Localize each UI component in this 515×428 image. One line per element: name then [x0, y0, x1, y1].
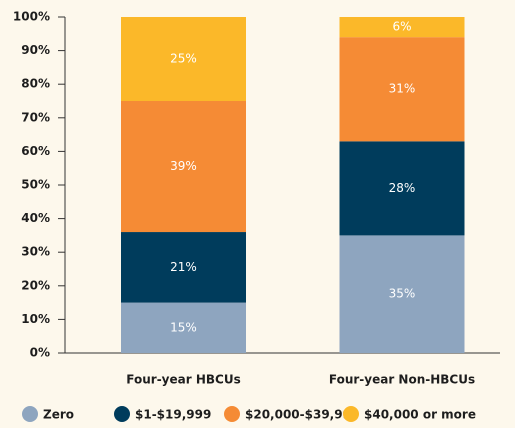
bar-segment — [121, 232, 246, 303]
legend-swatch — [22, 406, 38, 422]
legend-label: $1-$19,999 — [135, 408, 211, 422]
y-tick-label: 70% — [21, 110, 50, 124]
data-label: 25% — [170, 52, 197, 66]
legend-swatch — [114, 406, 130, 422]
legend-swatch — [224, 406, 240, 422]
bar-segment — [339, 141, 465, 236]
bar-segment — [121, 101, 246, 233]
data-label: 21% — [170, 260, 197, 274]
legend-label: $20,000-$39,999 — [245, 408, 359, 422]
y-tick-label: 20% — [21, 278, 50, 292]
y-tick-label: 30% — [21, 245, 50, 259]
y-tick-label: 40% — [21, 211, 50, 225]
bar-segment — [121, 302, 246, 353]
data-label: 6% — [392, 20, 411, 34]
y-tick-label: 100% — [13, 10, 50, 24]
x-tick-label: Four-year HBCUs — [126, 373, 240, 387]
bar-segment — [339, 17, 465, 38]
y-tick-label: 60% — [21, 144, 50, 158]
y-tick-label: 90% — [21, 43, 50, 57]
legend-swatch — [343, 406, 359, 422]
y-tick-label: 80% — [21, 77, 50, 91]
data-label: 28% — [389, 181, 416, 195]
y-tick-label: 50% — [21, 178, 50, 192]
bar-segment — [339, 235, 465, 353]
y-tick-label: 10% — [21, 312, 50, 326]
data-label: 35% — [389, 287, 416, 301]
legend-label: Zero — [43, 408, 74, 422]
bar-segment — [339, 37, 465, 142]
x-tick-label: Four-year Non-HBCUs — [329, 373, 475, 387]
bar-segment — [121, 17, 246, 101]
legend-label: $40,000 or more — [364, 408, 476, 422]
y-tick-label: 0% — [30, 346, 50, 360]
data-label: 15% — [170, 320, 197, 334]
data-label: 39% — [170, 159, 197, 173]
data-label: 31% — [389, 82, 416, 96]
